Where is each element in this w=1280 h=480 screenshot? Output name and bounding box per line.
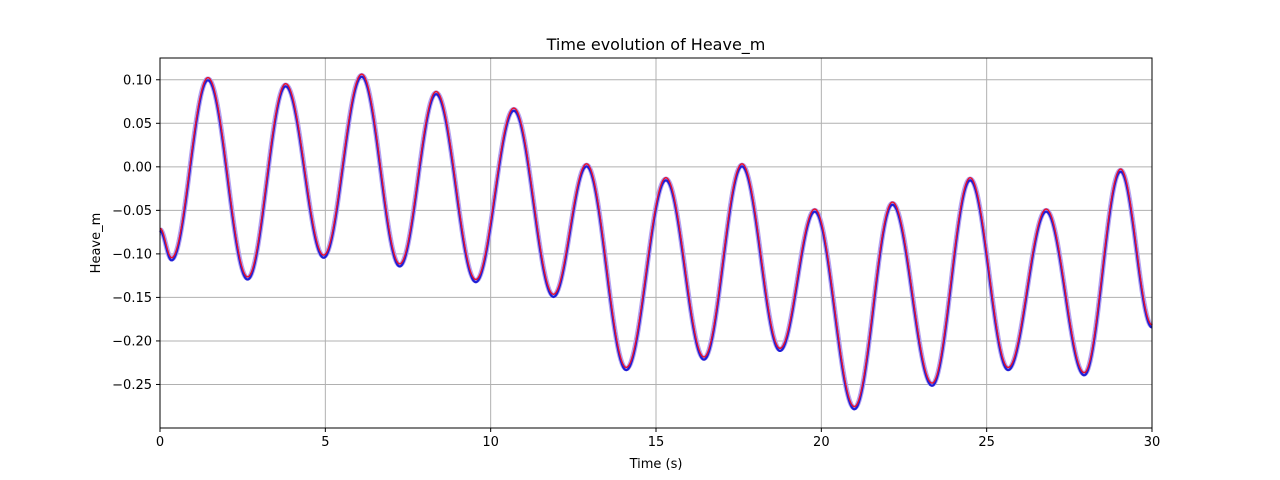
chart-title: Time evolution of Heave_m <box>546 35 766 55</box>
y-tick-label: 0.00 <box>123 160 152 175</box>
x-tick-label: 30 <box>1144 435 1161 450</box>
x-tick-label: 15 <box>648 435 665 450</box>
y-tick-label: −0.20 <box>112 334 152 349</box>
y-tick-label: −0.15 <box>112 291 152 306</box>
x-axis-label: Time (s) <box>629 457 683 472</box>
series-line-reference <box>159 73 1153 408</box>
x-tick-label: 20 <box>813 435 830 450</box>
y-tick-label: −0.25 <box>112 378 152 393</box>
ticks: 0 5 10 15 20 25 30 0.10 0.05 0.00 −0.05 −0.10 −0.15 −… <box>112 73 1160 450</box>
x-tick-label: 25 <box>978 435 995 450</box>
y-axis-label: Heave_m <box>89 213 104 274</box>
y-tick-label: 0.05 <box>123 117 152 132</box>
x-tick-label: 5 <box>321 435 329 450</box>
x-tick-label: 0 <box>156 435 164 450</box>
series-layer <box>158 72 1154 411</box>
x-tick-label: 10 <box>482 435 499 450</box>
y-tick-label: 0.10 <box>123 73 152 88</box>
y-tick-label: −0.05 <box>112 204 152 219</box>
y-tick-label: −0.10 <box>112 247 152 262</box>
